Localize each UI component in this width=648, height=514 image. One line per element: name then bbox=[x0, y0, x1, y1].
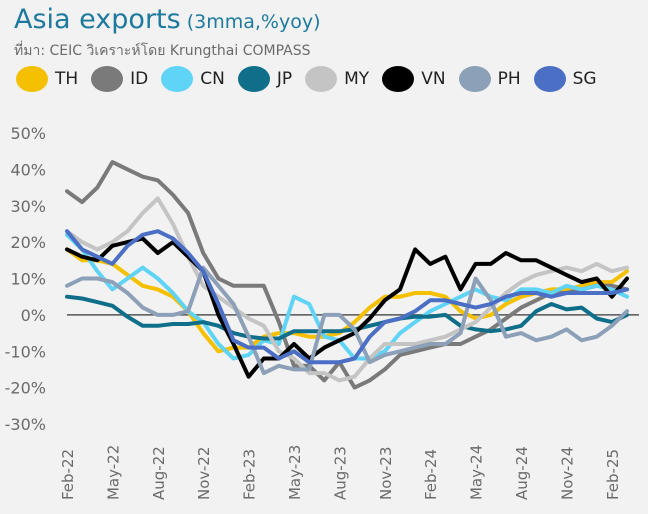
legend-label: ID bbox=[130, 69, 149, 89]
x-tick-label: May-24 bbox=[468, 445, 486, 500]
x-tick-label: May-23 bbox=[286, 445, 304, 500]
legend-item-my: MY bbox=[305, 66, 369, 92]
legend-item-jp: JP bbox=[237, 66, 293, 92]
y-tick-label: -10% bbox=[5, 342, 46, 361]
y-tick-label: 20% bbox=[10, 233, 46, 252]
x-tick-label: Aug-22 bbox=[150, 446, 168, 500]
chart-title: Asia exports bbox=[14, 4, 181, 35]
legend-label: CN bbox=[200, 69, 225, 89]
x-tick-label: Aug-23 bbox=[331, 446, 349, 500]
legend-item-vn: VN bbox=[382, 66, 446, 92]
legend-swatch bbox=[382, 66, 415, 92]
legend-item-sg: SG bbox=[533, 66, 597, 92]
series-line-sg bbox=[65, 229, 629, 365]
y-tick-label: 30% bbox=[10, 197, 46, 216]
legend-item-th: TH bbox=[16, 66, 78, 92]
x-tick-label: Feb-25 bbox=[604, 449, 622, 500]
legend-label: VN bbox=[421, 69, 446, 89]
legend-swatch bbox=[305, 66, 338, 92]
y-tick-label: -30% bbox=[5, 415, 46, 434]
legend-label: JP bbox=[276, 69, 293, 89]
legend-label: TH bbox=[55, 69, 79, 89]
legend-swatch bbox=[161, 66, 194, 92]
legend-swatch bbox=[91, 66, 124, 92]
legend-swatch bbox=[16, 66, 48, 92]
series-line-cn bbox=[65, 232, 629, 361]
x-tick-label: May-22 bbox=[104, 445, 122, 500]
legend: TH ID CN JP MY VN PH SG bbox=[16, 66, 610, 92]
series-line-ph bbox=[65, 265, 629, 376]
y-tick-label: 10% bbox=[10, 270, 46, 289]
source-note: ที่มา: CEIC วิเคราะห์โดย Krungthai COMPA… bbox=[14, 43, 311, 59]
legend-label: MY bbox=[344, 69, 370, 89]
x-tick-label: Nov-24 bbox=[558, 447, 576, 500]
x-tick-label: Nov-23 bbox=[377, 447, 395, 500]
series-line-my bbox=[65, 196, 629, 383]
legend-item-cn: CN bbox=[161, 66, 225, 92]
series-line-id bbox=[65, 160, 629, 390]
y-tick-label: 0% bbox=[21, 306, 46, 325]
series-line-vn bbox=[65, 236, 629, 379]
y-tick-label: -20% bbox=[5, 379, 46, 398]
legend-label: PH bbox=[497, 69, 521, 89]
legend-label: SG bbox=[572, 69, 597, 89]
legend-swatch bbox=[237, 66, 270, 92]
y-tick-label: 50% bbox=[10, 124, 46, 143]
legend-item-id: ID bbox=[91, 66, 148, 92]
y-tick-label: 40% bbox=[10, 160, 46, 179]
x-tick-label: Feb-22 bbox=[59, 449, 77, 500]
legend-swatch bbox=[458, 66, 491, 92]
series-line-jp bbox=[65, 294, 629, 341]
x-tick-label: Nov-22 bbox=[195, 447, 213, 500]
chart-subtitle: (3mma,%yoy) bbox=[186, 11, 321, 33]
x-tick-label: Feb-23 bbox=[241, 449, 259, 500]
x-tick-label: Feb-24 bbox=[422, 449, 440, 500]
title-row: Asia exports (3mma,%yoy) bbox=[14, 4, 320, 35]
legend-swatch bbox=[533, 66, 566, 92]
legend-item-ph: PH bbox=[458, 66, 521, 92]
x-tick-label: Aug-24 bbox=[513, 446, 531, 500]
